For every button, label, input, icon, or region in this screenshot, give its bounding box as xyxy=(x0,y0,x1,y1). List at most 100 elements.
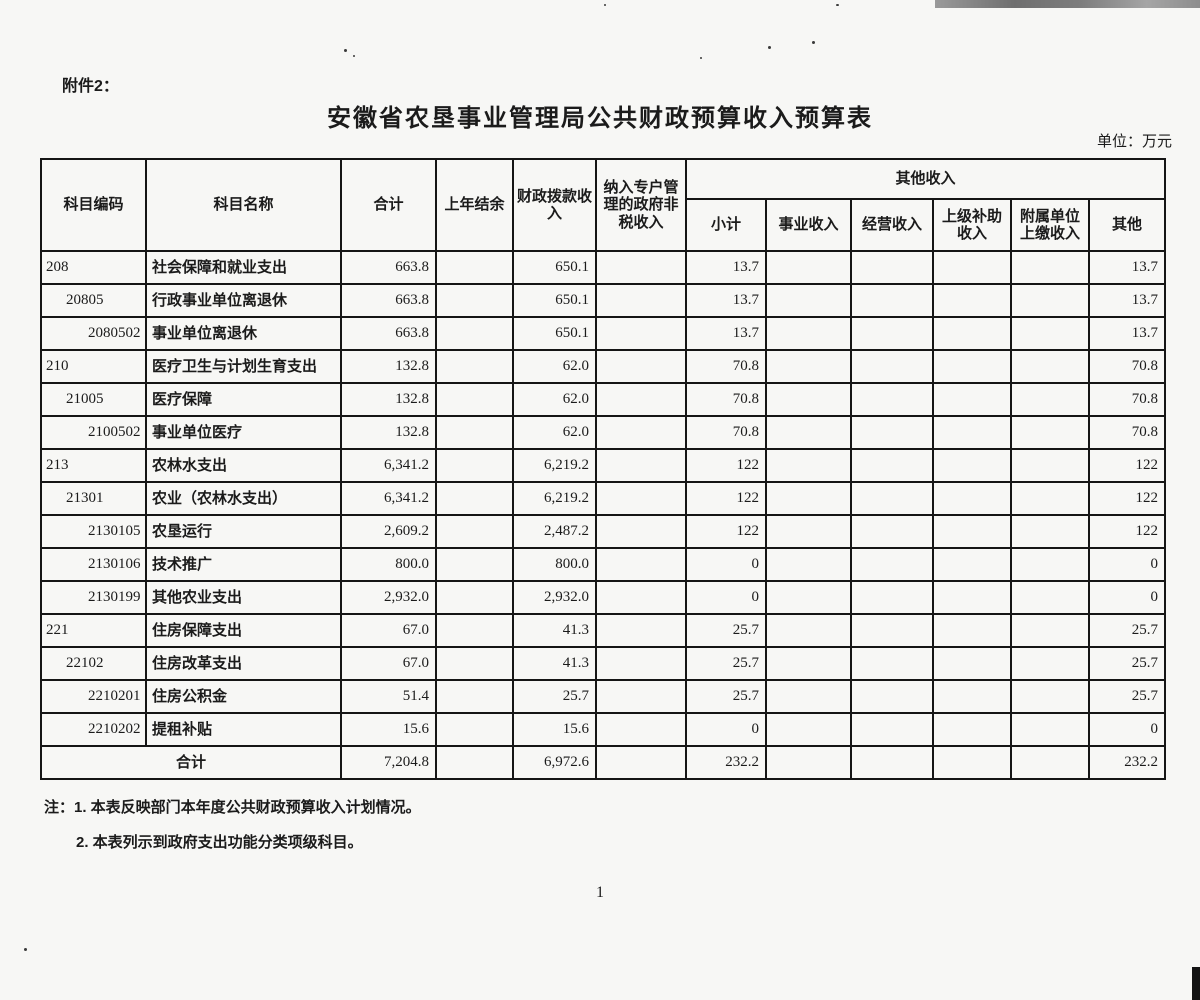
cell-business xyxy=(765,448,852,483)
note-line-2: 2. 本表列示到政府支出功能分类项级科目。 xyxy=(76,834,363,851)
cell-superior xyxy=(932,250,1012,285)
cell-total: 7,204.8 xyxy=(340,745,437,780)
cell-name: 行政事业单位离退休 xyxy=(145,283,342,318)
cell-nontax xyxy=(595,745,687,780)
cell-fiscal: 650.1 xyxy=(512,316,597,351)
cell-code: 213 xyxy=(40,448,147,483)
cell-other: 0 xyxy=(1087,712,1167,747)
cell-name: 农垦运行 xyxy=(145,514,342,549)
cell-total: 663.8 xyxy=(340,316,437,351)
cell-affiliate xyxy=(1010,283,1090,318)
cell-nontax xyxy=(595,712,687,747)
table-row: 2130199 其他农业支出 2,932.0 2,932.0 0 0 xyxy=(40,580,1167,615)
cell-affiliate xyxy=(1010,316,1090,351)
cell-prev-balance xyxy=(435,283,514,318)
cell-nontax xyxy=(595,547,687,582)
cell-business xyxy=(765,547,852,582)
cell-affiliate xyxy=(1010,679,1090,714)
cell-prev-balance xyxy=(435,415,514,450)
cell-other: 70.8 xyxy=(1087,382,1167,417)
cell-total: 663.8 xyxy=(340,283,437,318)
cell-code: 20805 xyxy=(40,283,147,318)
cell-operating xyxy=(850,283,934,318)
cell-prev-balance xyxy=(435,613,514,648)
cell-fiscal: 650.1 xyxy=(512,283,597,318)
cell-prev-balance xyxy=(435,448,514,483)
cell-subtotal: 70.8 xyxy=(685,382,767,417)
col-header-total: 合计 xyxy=(340,158,437,252)
cell-business xyxy=(765,349,852,384)
header-row-top: 科目编码 科目名称 合计 上年结余 财政拨款收入 纳入专户管理的政府非税收入 其… xyxy=(40,158,1167,252)
col-header-affiliate: 附属单位上缴收入 xyxy=(1010,198,1090,252)
cell-affiliate xyxy=(1010,349,1090,384)
cell-fiscal: 25.7 xyxy=(512,679,597,714)
cell-prev-balance xyxy=(435,349,514,384)
cell-subtotal: 70.8 xyxy=(685,349,767,384)
col-header-superior: 上级补助收入 xyxy=(932,198,1012,252)
cell-nontax xyxy=(595,382,687,417)
table-row: 20805 行政事业单位离退休 663.8 650.1 13.7 13.7 xyxy=(40,283,1167,318)
cell-other: 122 xyxy=(1087,514,1167,549)
cell-subtotal: 0 xyxy=(685,712,767,747)
cell-other: 13.7 xyxy=(1087,250,1167,285)
unit-label: 单位：万元 xyxy=(1096,133,1172,150)
page-title: 安徽省农垦事业管理局公共财政预算收入预算表 xyxy=(327,105,873,132)
cell-code: 22102 xyxy=(40,646,147,681)
cell-other: 25.7 xyxy=(1087,613,1167,648)
cell-total: 67.0 xyxy=(340,646,437,681)
cell-name: 住房公积金 xyxy=(145,679,342,714)
cell-operating xyxy=(850,613,934,648)
cell-operating xyxy=(850,481,934,516)
col-header-name: 科目名称 xyxy=(145,158,342,252)
cell-total: 132.8 xyxy=(340,349,437,384)
cell-prev-balance xyxy=(435,382,514,417)
cell-code: 21301 xyxy=(40,481,147,516)
scan-speck xyxy=(812,41,815,44)
table-row: 221 住房保障支出 67.0 41.3 25.7 25.7 xyxy=(40,613,1167,648)
cell-name: 技术推广 xyxy=(145,547,342,582)
cell-code: 210 xyxy=(40,349,147,384)
col-header-other: 其他 xyxy=(1087,198,1167,252)
cell-other: 25.7 xyxy=(1087,646,1167,681)
cell-subtotal: 0 xyxy=(685,580,767,615)
cell-superior xyxy=(932,646,1012,681)
cell-other: 122 xyxy=(1087,481,1167,516)
cell-nontax xyxy=(595,349,687,384)
scan-artifact-mark xyxy=(1192,967,1200,1000)
table-row: 2130105 农垦运行 2,609.2 2,487.2 122 122 xyxy=(40,514,1167,549)
cell-prev-balance xyxy=(435,580,514,615)
cell-code: 208 xyxy=(40,250,147,285)
cell-fiscal: 62.0 xyxy=(512,349,597,384)
cell-business xyxy=(765,316,852,351)
cell-prev-balance xyxy=(435,646,514,681)
cell-total: 15.6 xyxy=(340,712,437,747)
col-header-operating: 经营收入 xyxy=(850,198,934,252)
cell-prev-balance xyxy=(435,250,514,285)
cell-fiscal: 650.1 xyxy=(512,250,597,285)
cell-affiliate xyxy=(1010,712,1090,747)
cell-fiscal: 41.3 xyxy=(512,646,597,681)
cell-fiscal: 800.0 xyxy=(512,547,597,582)
cell-operating xyxy=(850,547,934,582)
cell-code: 2080502 xyxy=(40,316,147,351)
cell-prev-balance xyxy=(435,481,514,516)
cell-other: 232.2 xyxy=(1087,745,1167,780)
cell-fiscal: 62.0 xyxy=(512,382,597,417)
cell-superior xyxy=(932,580,1012,615)
cell-prev-balance xyxy=(435,316,514,351)
cell-subtotal: 232.2 xyxy=(685,745,767,780)
cell-code: 21005 xyxy=(40,382,147,417)
cell-operating xyxy=(850,679,934,714)
cell-fiscal: 2,932.0 xyxy=(512,580,597,615)
cell-total: 2,609.2 xyxy=(340,514,437,549)
cell-nontax xyxy=(595,646,687,681)
cell-fiscal: 62.0 xyxy=(512,415,597,450)
cell-superior xyxy=(932,514,1012,549)
scan-speck xyxy=(768,46,771,49)
col-header-nontax: 纳入专户管理的政府非税收入 xyxy=(595,158,687,252)
cell-affiliate xyxy=(1010,448,1090,483)
cell-subtotal: 13.7 xyxy=(685,250,767,285)
cell-other: 0 xyxy=(1087,580,1167,615)
cell-business xyxy=(765,283,852,318)
table-row: 2210201 住房公积金 51.4 25.7 25.7 25.7 xyxy=(40,679,1167,714)
